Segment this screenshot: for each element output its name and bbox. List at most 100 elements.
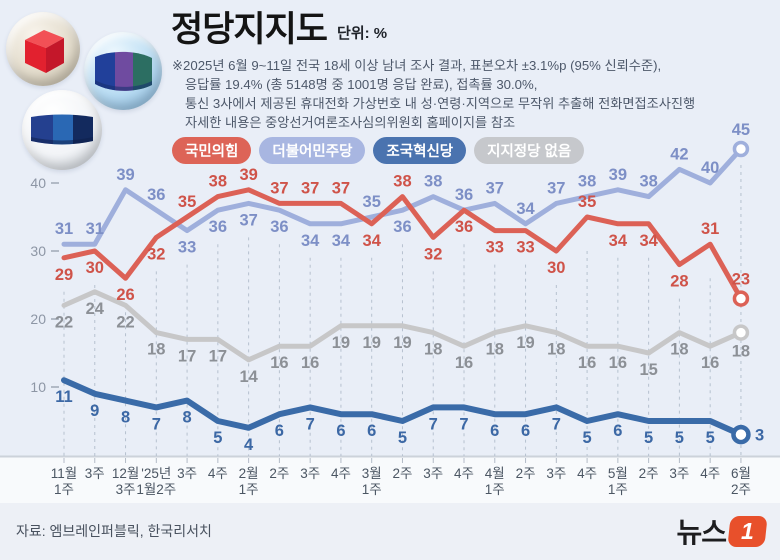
svg-text:38: 38 [578,173,596,191]
svg-text:4주: 4주 [208,466,228,481]
svg-text:37: 37 [301,179,319,197]
svg-text:4: 4 [244,436,254,454]
svg-text:19: 19 [516,334,534,352]
svg-text:3주: 3주 [546,466,566,481]
svg-text:3주: 3주 [177,466,197,481]
svg-text:36: 36 [270,218,288,236]
svg-text:3주: 3주 [423,466,443,481]
svg-text:17: 17 [209,347,227,365]
svg-text:10: 10 [30,379,46,395]
svg-text:5: 5 [213,429,222,447]
svg-text:16: 16 [609,354,627,372]
svg-text:8: 8 [121,409,130,427]
svg-text:16: 16 [578,354,596,372]
svg-text:16: 16 [455,354,473,372]
svg-text:34: 34 [609,232,628,250]
svg-text:8: 8 [182,409,191,427]
x-axis-line [0,455,780,458]
svg-text:6: 6 [490,422,499,440]
svg-text:6: 6 [367,422,376,440]
svg-text:18: 18 [547,341,565,359]
footer-strip [0,503,780,560]
svg-text:19: 19 [393,334,411,352]
news1-logo-text: 뉴스 [676,517,727,548]
svg-text:18: 18 [670,341,688,359]
svg-text:18: 18 [424,341,442,359]
survey-notes: ※2025년 6월 9~11일 전국 18세 이상 남녀 조사 결과, 표본오차… [172,56,772,132]
news1-logo-badge-icon: 1 [727,515,768,547]
series-line-조국혁신당 [61,377,744,438]
svg-text:18: 18 [732,343,750,361]
series-line-지지정당 없음 [61,289,744,363]
svg-text:24: 24 [86,300,105,318]
svg-text:3: 3 [755,427,764,445]
svg-text:35: 35 [578,193,596,211]
svg-text:5: 5 [398,429,407,447]
svg-text:37: 37 [270,179,288,197]
flag-icon [95,51,152,91]
svg-text:2주: 2주 [393,466,413,481]
svg-text:6: 6 [521,422,530,440]
svg-text:23: 23 [732,271,750,289]
svg-text:18: 18 [486,341,504,359]
svg-text:15: 15 [639,361,657,379]
end-marker-더불어민주당 [732,140,750,158]
svg-text:35: 35 [363,193,381,211]
svg-text:39: 39 [609,166,627,184]
ppp-red-cube-logo-icon [6,12,80,86]
svg-text:31: 31 [701,220,719,238]
svg-text:38: 38 [639,173,657,191]
svg-text:38: 38 [209,173,227,191]
svg-text:5: 5 [706,429,715,447]
svg-text:4주: 4주 [331,466,351,481]
svg-text:7: 7 [459,415,468,433]
svg-text:4주: 4주 [700,466,720,481]
banner-icon [31,114,93,145]
svg-text:30: 30 [547,259,565,277]
svg-text:31: 31 [55,220,73,238]
end-marker-조국혁신당 [731,424,751,445]
rkp-banner-logo-icon [22,90,102,170]
svg-text:5: 5 [675,429,684,447]
svg-text:37: 37 [332,179,350,197]
svg-text:39: 39 [116,166,134,184]
svg-text:22: 22 [55,313,73,331]
svg-text:35: 35 [178,193,196,211]
svg-text:4주: 4주 [454,466,474,481]
svg-text:19: 19 [332,334,350,352]
svg-text:45: 45 [732,121,750,139]
svg-text:40: 40 [701,159,719,177]
svg-text:6: 6 [336,422,345,440]
svg-text:16: 16 [301,354,319,372]
svg-text:5: 5 [582,429,591,447]
svg-text:3주: 3주 [669,466,689,481]
legend-pill-none: 지지정당 없음 [474,137,585,164]
svg-text:36: 36 [393,218,411,236]
legend-pill-dpk: 더불어민주당 [259,137,366,164]
svg-text:11: 11 [55,388,72,406]
news1-logo: 뉴스 1 [676,511,768,551]
svg-text:22: 22 [116,313,134,331]
svg-text:34: 34 [639,232,658,250]
svg-text:30: 30 [30,243,46,259]
red-cube-icon [25,30,64,73]
svg-text:9: 9 [90,402,99,420]
svg-text:30: 30 [86,259,104,277]
series-line-국민의힘 [61,187,744,302]
svg-text:28: 28 [670,273,688,291]
legend-pill-ppp: 국민의힘 [172,137,252,164]
svg-text:36: 36 [147,186,165,204]
svg-text:3주: 3주 [300,466,320,481]
svg-text:34: 34 [363,232,382,250]
svg-text:2주: 2주 [516,466,536,481]
svg-text:7: 7 [152,415,161,433]
